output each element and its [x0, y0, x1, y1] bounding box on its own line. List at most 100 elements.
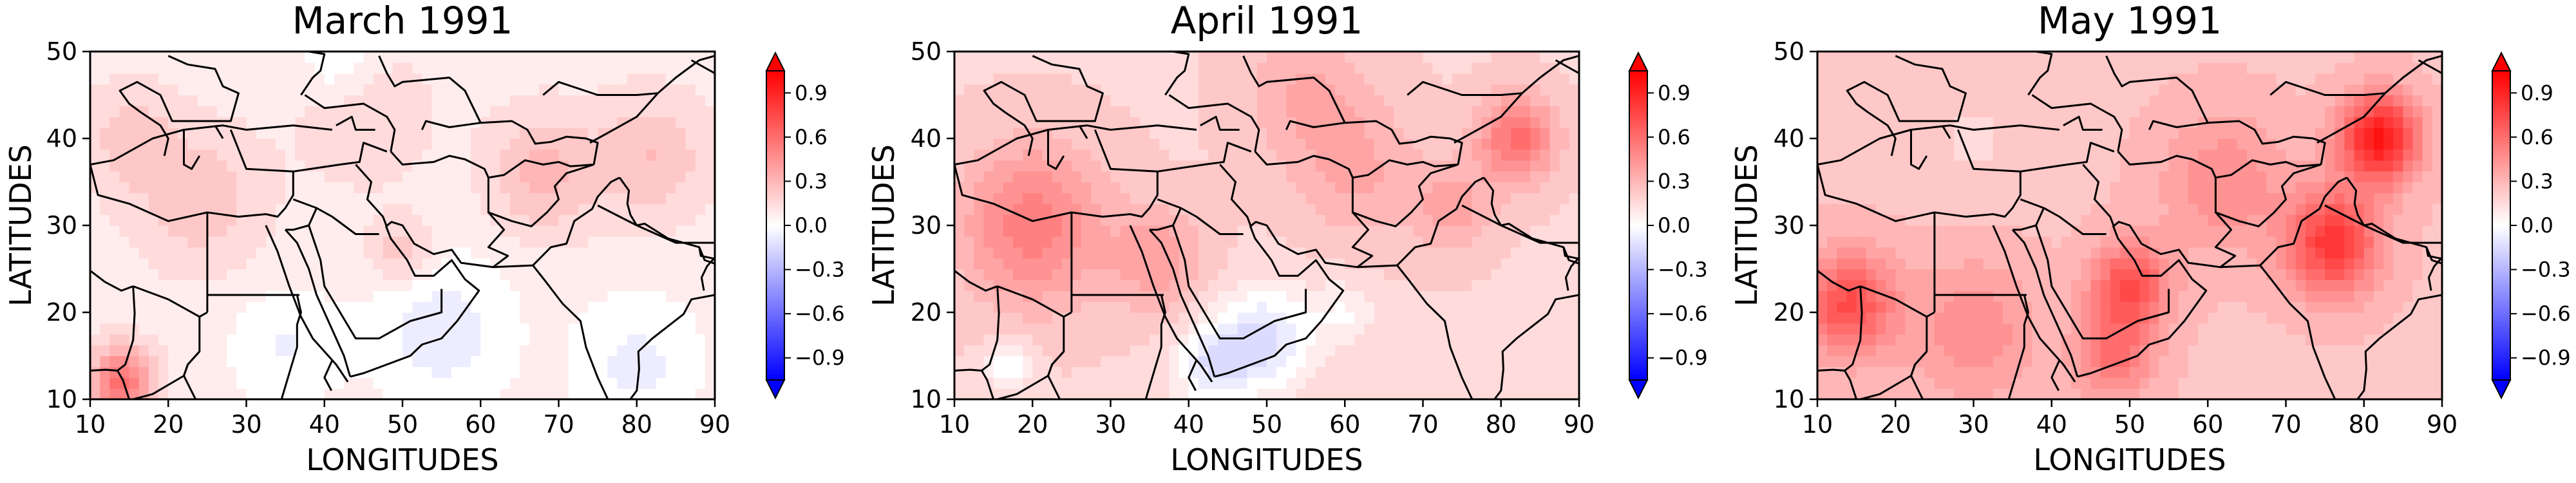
heatmap-cell: [129, 62, 140, 74]
heatmap-cell: [285, 128, 296, 139]
heatmap-cell: [90, 95, 100, 106]
heatmap-cell: [1052, 269, 1063, 280]
colorbar-tick-label: 0.3: [1658, 169, 1690, 193]
heatmap-cell: [1856, 84, 1867, 96]
heatmap-cell: [1188, 138, 1199, 150]
heatmap-cell: [227, 377, 237, 389]
heatmap-cell: [451, 279, 462, 291]
heatmap-cell: [1569, 279, 1579, 291]
heatmap-cell: [1905, 279, 1916, 291]
heatmap-cell: [983, 247, 994, 259]
heatmap-cell: [354, 73, 364, 85]
heatmap-cell: [1481, 258, 1492, 270]
heatmap-cell: [1052, 279, 1063, 291]
heatmap-cell: [1501, 334, 1511, 346]
heatmap-cell: [1954, 247, 1964, 259]
heatmap-cell: [1081, 247, 1092, 259]
heatmap-cell: [705, 106, 715, 117]
heatmap-cell: [422, 193, 433, 204]
heatmap-cell: [1305, 160, 1316, 172]
heatmap-cell: [334, 84, 345, 96]
heatmap-cell: [480, 149, 491, 161]
heatmap-cell: [285, 345, 296, 357]
heatmap-cell: [964, 95, 974, 106]
heatmap-cell: [90, 52, 100, 63]
heatmap-cell: [197, 355, 208, 367]
heatmap-cell: [100, 128, 110, 139]
heatmap-cell: [256, 117, 267, 128]
heatmap-field: [1817, 52, 2442, 399]
heatmap-cell: [197, 366, 208, 378]
heatmap-cell: [1394, 388, 1404, 399]
heatmap-cell: [441, 301, 452, 313]
heatmap-cell: [373, 117, 384, 128]
heatmap-cell: [1325, 377, 1336, 389]
heatmap-cell: [168, 279, 179, 291]
heatmap-cell: [1091, 182, 1101, 193]
heatmap-cell: [2012, 84, 2023, 96]
heatmap-cell: [1345, 138, 1356, 150]
heatmap-cell: [1315, 247, 1326, 259]
heatmap-cell: [90, 312, 100, 324]
heatmap-cell: [646, 73, 657, 85]
heatmap-cell: [422, 323, 433, 335]
heatmap-cell: [1875, 258, 1886, 270]
heatmap-cell: [509, 95, 520, 106]
heatmap-cell: [1003, 236, 1014, 248]
heatmap-cell: [197, 62, 208, 74]
heatmap-cell: [1944, 95, 1955, 106]
heatmap-cell: [1023, 193, 1033, 204]
heatmap-cell: [1983, 236, 1994, 248]
heatmap-cell: [519, 345, 530, 357]
heatmap-cell: [1159, 138, 1170, 150]
heatmap-cell: [1452, 301, 1463, 313]
heatmap-cell: [1374, 106, 1385, 117]
heatmap-cell: [1520, 236, 1531, 248]
heatmap-cell: [1837, 269, 1848, 280]
heatmap-cell: [1325, 225, 1336, 237]
heatmap-cell: [1481, 225, 1492, 237]
heatmap-cell: [676, 95, 687, 106]
heatmap-cell: [1315, 84, 1326, 96]
heatmap-cell: [1198, 160, 1209, 172]
heatmap-cell: [1110, 258, 1121, 270]
heatmap-cell: [168, 236, 179, 248]
heatmap-cell: [490, 128, 501, 139]
heatmap-cell: [90, 236, 100, 248]
heatmap-cell: [954, 214, 965, 226]
heatmap-cell: [1296, 214, 1307, 226]
heatmap-cell: [1403, 95, 1414, 106]
heatmap-cell: [100, 73, 110, 85]
heatmap-cell: [519, 388, 530, 399]
country-border: [336, 115, 375, 131]
country-border: [1078, 125, 1088, 139]
heatmap-cell: [1886, 345, 1896, 357]
heatmap-cell: [1530, 128, 1540, 139]
heatmap-cell: [129, 182, 140, 193]
heatmap-cell: [1130, 290, 1141, 302]
heatmap-cell: [1081, 225, 1092, 237]
heatmap-cell: [383, 171, 393, 183]
heatmap-cell: [1325, 193, 1336, 204]
heatmap-cell: [1383, 301, 1394, 313]
heatmap-cell: [598, 171, 608, 183]
heatmap-cell: [217, 128, 227, 139]
heatmap-cell: [1227, 312, 1238, 324]
heatmap-cell: [1856, 279, 1867, 291]
heatmap-cell: [1208, 258, 1218, 270]
heatmap-cell: [1345, 377, 1356, 389]
heatmap-cell: [568, 279, 579, 291]
heatmap-cell: [109, 269, 120, 280]
heatmap-cell: [646, 258, 657, 270]
heatmap-cell: [129, 345, 140, 357]
heatmap-cell: [1423, 334, 1434, 346]
heatmap-cell: [529, 236, 540, 248]
heatmap-cell: [646, 62, 657, 74]
heatmap-cell: [1364, 345, 1375, 357]
heatmap-cell: [1081, 388, 1092, 399]
heatmap-cell: [656, 323, 667, 335]
heatmap-cell: [1569, 128, 1579, 139]
heatmap-cell: [1827, 388, 1837, 399]
country-border: [1047, 129, 1065, 170]
heatmap-cell: [1130, 160, 1141, 172]
